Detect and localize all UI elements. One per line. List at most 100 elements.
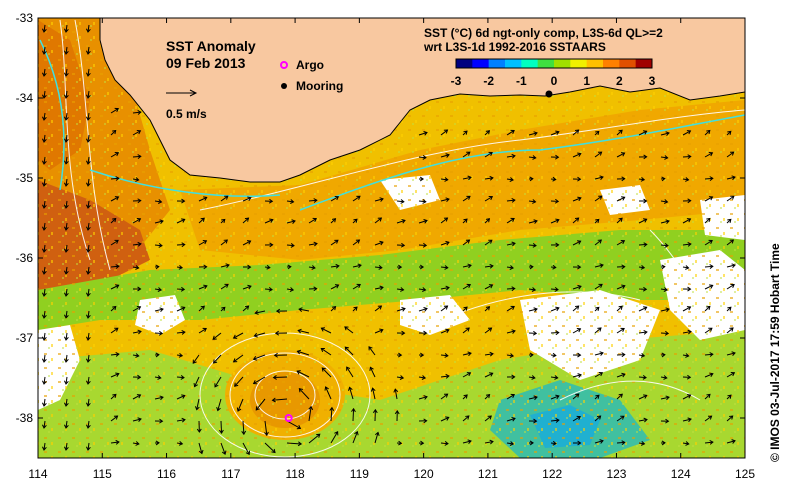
- velocity-arrow: [594, 440, 604, 444]
- velocity-arrow-head: [85, 424, 91, 429]
- velocity-arrow-head: [63, 248, 69, 253]
- velocity-arrow-head: [467, 263, 472, 269]
- velocity-arrow-head: [157, 287, 163, 292]
- velocity-arrow-head: [532, 199, 537, 204]
- velocity-arrow-head: [115, 284, 120, 289]
- velocity-arrow-head: [41, 182, 47, 187]
- velocity-arrow: [220, 420, 223, 434]
- velocity-arrow-head: [296, 370, 301, 375]
- velocity-arrow-head: [377, 217, 383, 222]
- velocity-arrow: [506, 306, 515, 312]
- velocity-arrow-head: [574, 129, 580, 134]
- velocity-arrow-head: [334, 284, 340, 289]
- velocity-arrow-head: [400, 199, 405, 204]
- velocity-arrow: [528, 376, 535, 379]
- colorbar-tick-label: 3: [649, 74, 656, 88]
- velocity-arrow-head: [443, 129, 449, 134]
- velocity-arrow-head: [643, 154, 648, 160]
- velocity-arrow: [212, 332, 222, 340]
- velocity-arrow-head: [706, 217, 711, 223]
- x-tick-label: 124: [671, 467, 691, 481]
- velocity-arrow-head: [85, 226, 91, 231]
- velocity-arrow: [198, 196, 207, 202]
- velocity-arrow-head: [510, 217, 515, 222]
- velocity-arrow-head: [445, 240, 450, 246]
- velocity-arrow-head: [729, 415, 734, 420]
- velocity-arrow: [572, 393, 580, 400]
- velocity-arrow: [308, 406, 312, 422]
- velocity-arrow-head: [510, 393, 516, 399]
- velocity-arrow: [704, 177, 713, 180]
- velocity-arrow: [638, 243, 647, 246]
- velocity-arrow-head: [643, 394, 648, 399]
- velocity-arrow: [110, 353, 119, 356]
- y-tick-label: -38: [16, 411, 34, 425]
- velocity-arrow-head: [621, 196, 626, 201]
- velocity-arrow-head: [246, 240, 252, 245]
- velocity-arrow: [87, 46, 90, 55]
- velocity-arrow: [220, 195, 229, 202]
- velocity-arrow: [154, 288, 162, 291]
- velocity-arrow: [286, 420, 301, 429]
- velocity-arrow-head: [63, 94, 69, 99]
- velocity-arrow-head: [555, 218, 560, 224]
- velocity-arrow-head: [269, 218, 274, 223]
- velocity-arrow-head: [320, 347, 325, 352]
- velocity-arrow: [616, 305, 623, 312]
- velocity-arrow: [214, 376, 222, 388]
- velocity-arrow: [660, 132, 670, 136]
- velocity-arrow-head: [555, 394, 560, 400]
- velocity-arrow: [660, 288, 668, 291]
- velocity-arrow-head: [419, 352, 425, 358]
- velocity-arrow: [198, 305, 205, 312]
- velocity-arrow: [369, 367, 376, 378]
- velocity-arrow: [594, 394, 600, 400]
- velocity-arrow-head: [466, 151, 471, 156]
- velocity-arrow: [616, 196, 625, 202]
- velocity-arrow-head: [216, 406, 221, 412]
- velocity-arrow-head: [489, 351, 494, 357]
- velocity-arrow-head: [708, 327, 713, 332]
- velocity-arrow: [682, 394, 691, 400]
- velocity-arrow-head: [465, 415, 470, 420]
- velocity-arrow-head: [225, 263, 230, 268]
- colorbar-segment: [619, 59, 637, 68]
- velocity-arrow-head: [41, 424, 47, 429]
- velocity-arrow: [462, 176, 472, 180]
- velocity-arrow-head: [661, 176, 666, 182]
- mooring-marker: [545, 90, 553, 98]
- velocity-arrow-head: [642, 286, 648, 292]
- velocity-arrow-head: [334, 430, 339, 436]
- velocity-arrow-head: [400, 242, 406, 248]
- velocity-arrow-head: [379, 328, 384, 333]
- velocity-arrow-head: [575, 393, 580, 398]
- velocity-arrow: [237, 398, 244, 412]
- velocity-arrow-head: [136, 130, 142, 135]
- velocity-arrow-head: [687, 286, 692, 292]
- velocity-arrow: [462, 415, 470, 422]
- velocity-arrow: [87, 442, 90, 451]
- velocity-arrow-head: [555, 242, 560, 248]
- velocity-arrow: [220, 283, 229, 290]
- x-tick-label: 116: [157, 467, 176, 481]
- velocity-arrow-head: [85, 248, 91, 253]
- velocity-arrow: [43, 90, 46, 99]
- velocity-arrow: [616, 285, 626, 290]
- velocity-arrow: [196, 398, 200, 410]
- velocity-arrow: [440, 305, 448, 312]
- velocity-arrow: [43, 244, 46, 253]
- velocity-arrow-head: [488, 151, 493, 156]
- velocity-arrow-head: [85, 402, 91, 407]
- velocity-arrow-head: [488, 195, 494, 201]
- velocity-arrow-head: [727, 394, 732, 399]
- velocity-arrow: [660, 308, 670, 312]
- velocity-arrow: [194, 376, 200, 387]
- velocity-arrow-head: [730, 195, 735, 200]
- velocity-arrow-head: [489, 175, 494, 181]
- velocity-arrow: [484, 196, 493, 202]
- velocity-arrow: [572, 416, 581, 422]
- velocity-arrow: [255, 310, 266, 314]
- velocity-arrow: [176, 218, 185, 224]
- velocity-arrow-head: [115, 439, 120, 445]
- velocity-arrow: [484, 284, 493, 290]
